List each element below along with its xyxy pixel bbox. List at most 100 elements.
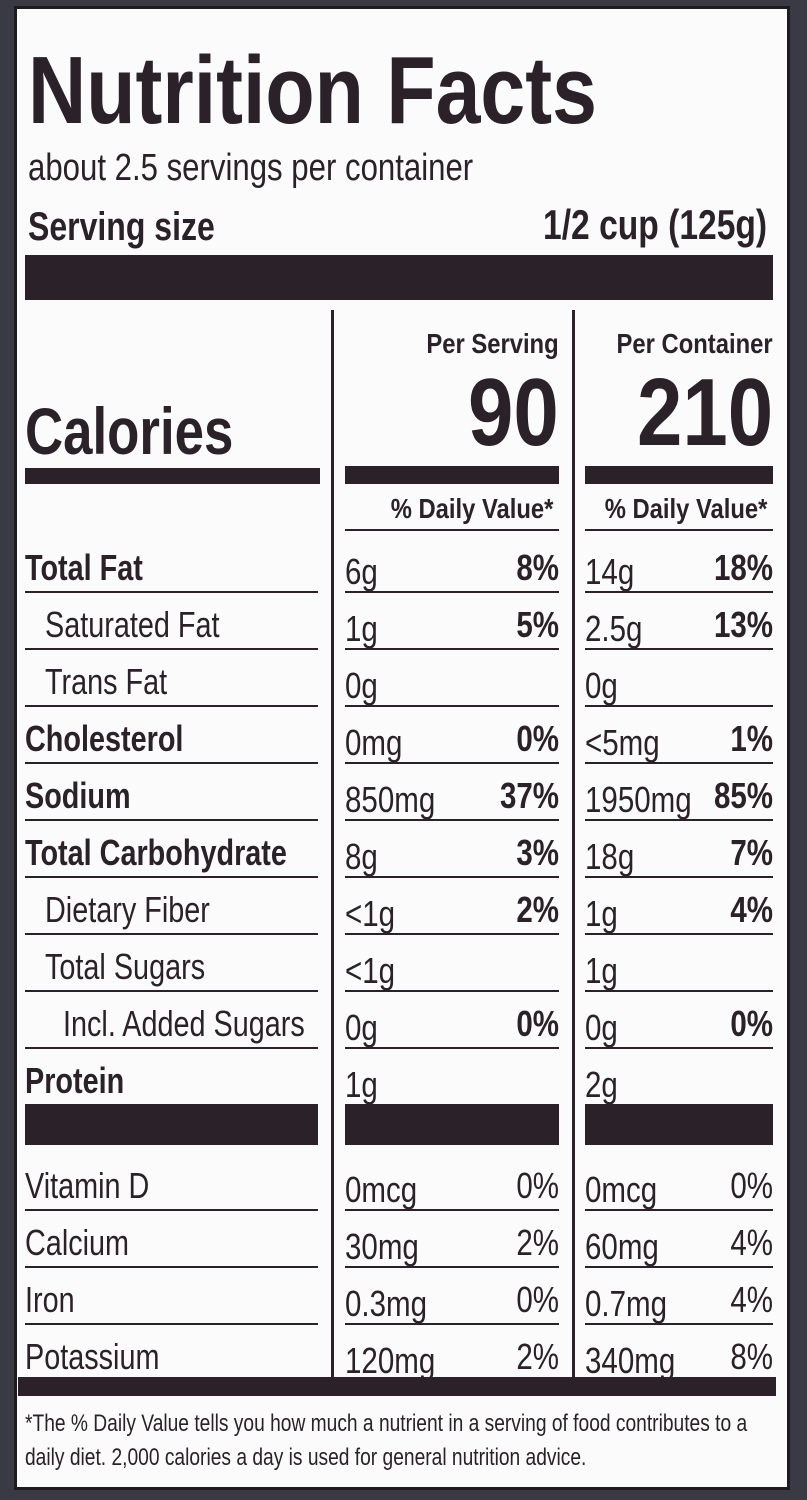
- row-rule: [25, 876, 318, 878]
- row-rule: [585, 933, 773, 935]
- calories-rule: [585, 466, 773, 484]
- dv-heading: % Daily Value*: [390, 493, 553, 524]
- amount: <1g: [345, 893, 396, 934]
- row-rule: [585, 819, 773, 821]
- row-rule: [345, 1047, 559, 1049]
- daily-value: 0%: [516, 1165, 559, 1206]
- title: Nutrition Facts: [28, 37, 597, 144]
- row-rule: [345, 1209, 559, 1211]
- thick-rule: [18, 1377, 776, 1396]
- daily-value: 13%: [713, 604, 773, 645]
- row-rule: [585, 1047, 773, 1049]
- row-rule: [585, 591, 773, 593]
- amount: 0g: [345, 665, 378, 706]
- nutrient-name: Total Fat: [25, 547, 143, 588]
- amount: 120mg: [345, 1340, 436, 1381]
- nutrient-name: Iron: [25, 1279, 75, 1320]
- daily-value: 85%: [713, 775, 773, 816]
- amount: 18g: [585, 836, 635, 877]
- daily-value: 0%: [516, 718, 559, 759]
- row-rule: [345, 876, 559, 878]
- daily-value: 0%: [516, 1003, 559, 1044]
- row-rule: [25, 762, 318, 764]
- row-rule: [345, 819, 559, 821]
- row-rule: [585, 1266, 773, 1268]
- daily-value: 0%: [730, 1165, 773, 1206]
- row-rule: [25, 591, 318, 593]
- calories-rule: [25, 468, 320, 484]
- row-rule: [345, 648, 559, 650]
- amount: 0mcg: [345, 1169, 418, 1210]
- servings: about 2.5 servings per container: [28, 147, 474, 189]
- calories-value: 210: [636, 359, 773, 466]
- amount: 1g: [585, 893, 618, 934]
- thick-rule: [345, 1105, 559, 1145]
- daily-value: 4%: [730, 1279, 773, 1320]
- amount: 850mg: [345, 779, 436, 820]
- nutrient-name: Cholesterol: [25, 718, 184, 759]
- calories-label: Calories: [25, 394, 234, 468]
- nutrient-name: Trans Fat: [45, 661, 168, 702]
- daily-value: 5%: [516, 604, 559, 645]
- daily-value: 4%: [730, 889, 773, 930]
- row-rule: [345, 529, 559, 531]
- row-rule: [25, 990, 318, 992]
- daily-value: 2%: [516, 1222, 559, 1263]
- amount: 340mg: [585, 1340, 676, 1381]
- column-divider: [572, 310, 575, 1380]
- row-rule: [25, 1323, 318, 1325]
- amount: 0g: [345, 1007, 378, 1048]
- daily-value: 18%: [713, 547, 773, 588]
- nutrient-name: Sodium: [25, 775, 131, 816]
- daily-value: 4%: [730, 1222, 773, 1263]
- amount: 6g: [345, 551, 378, 592]
- row-rule: [345, 933, 559, 935]
- row-rule: [25, 1209, 318, 1211]
- nutrition-label: *The % Daily Value tells you how much a …: [14, 6, 790, 1490]
- daily-value: 8%: [730, 1336, 773, 1377]
- amount: 2g: [585, 1064, 618, 1105]
- row-rule: [585, 990, 773, 992]
- amount: 0g: [585, 1007, 618, 1048]
- row-rule: [585, 705, 773, 707]
- nutrient-name: Dietary Fiber: [45, 889, 210, 930]
- row-rule: [585, 762, 773, 764]
- daily-value: 2%: [516, 1336, 559, 1377]
- amount: 8g: [345, 836, 378, 877]
- daily-value: 0%: [516, 1279, 559, 1320]
- amount: 60mg: [585, 1226, 659, 1267]
- amount: 30mg: [345, 1226, 419, 1267]
- amount: <1g: [345, 950, 396, 991]
- column-heading: Per Serving: [426, 328, 559, 359]
- amount: 1950mg: [585, 779, 692, 820]
- amount: <5mg: [585, 722, 660, 763]
- row-rule: [345, 990, 559, 992]
- calories-value: 90: [468, 359, 559, 466]
- thick-rule: [25, 1105, 318, 1145]
- amount: 0mg: [345, 722, 403, 763]
- amount: 1g: [345, 1064, 378, 1105]
- amount: 0.3mg: [345, 1283, 428, 1324]
- row-rule: [25, 648, 318, 650]
- row-rule: [585, 1209, 773, 1211]
- row-rule: [585, 1323, 773, 1325]
- nutrient-name: Total Carbohydrate: [25, 832, 287, 873]
- amount: 0.7mg: [585, 1283, 668, 1324]
- thick-rule: [25, 255, 773, 300]
- daily-value: 1%: [730, 718, 773, 759]
- daily-value: 2%: [516, 889, 559, 930]
- amount: 14g: [585, 551, 635, 592]
- nutrient-name: Saturated Fat: [45, 604, 220, 645]
- nutrient-name: Total Sugars: [45, 946, 206, 987]
- row-rule: [345, 705, 559, 707]
- row-rule: [25, 933, 318, 935]
- nutrient-name: Vitamin D: [25, 1165, 150, 1206]
- amount: 0g: [585, 665, 618, 706]
- daily-value: 3%: [516, 832, 559, 873]
- nutrient-name: Incl. Added Sugars: [63, 1003, 305, 1044]
- daily-value: 8%: [516, 547, 559, 588]
- row-rule: [25, 819, 318, 821]
- daily-value: 7%: [730, 832, 773, 873]
- row-rule: [585, 876, 773, 878]
